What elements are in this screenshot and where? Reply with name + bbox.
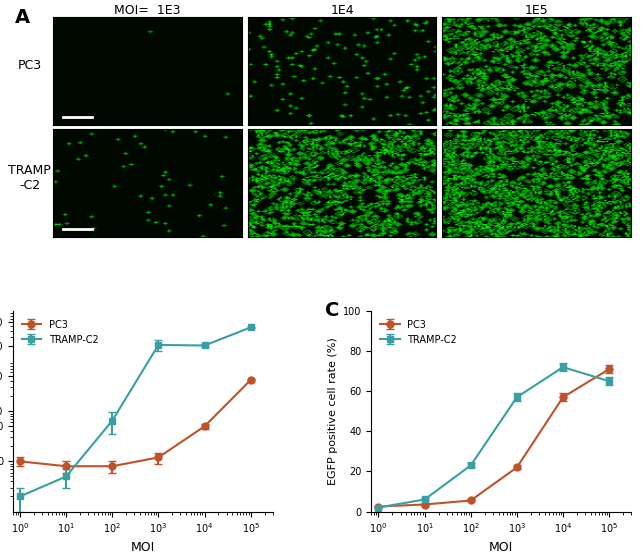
X-axis label: MOI: MOI [131,540,155,554]
X-axis label: MOI: MOI [489,540,513,554]
Title: MOI=  1E3: MOI= 1E3 [114,4,180,17]
Title: 1E4: 1E4 [330,4,354,17]
Text: C: C [325,301,339,320]
Title: 1E5: 1E5 [525,4,549,17]
Text: TRAMP
-C2: TRAMP -C2 [8,164,52,192]
Text: A: A [15,8,30,27]
Y-axis label: EGFP positive cell rate (%): EGFP positive cell rate (%) [328,337,337,485]
Legend: PC3, TRAMP-C2: PC3, TRAMP-C2 [376,316,461,349]
Text: PC3: PC3 [18,59,42,72]
Legend: PC3, TRAMP-C2: PC3, TRAMP-C2 [18,316,102,349]
